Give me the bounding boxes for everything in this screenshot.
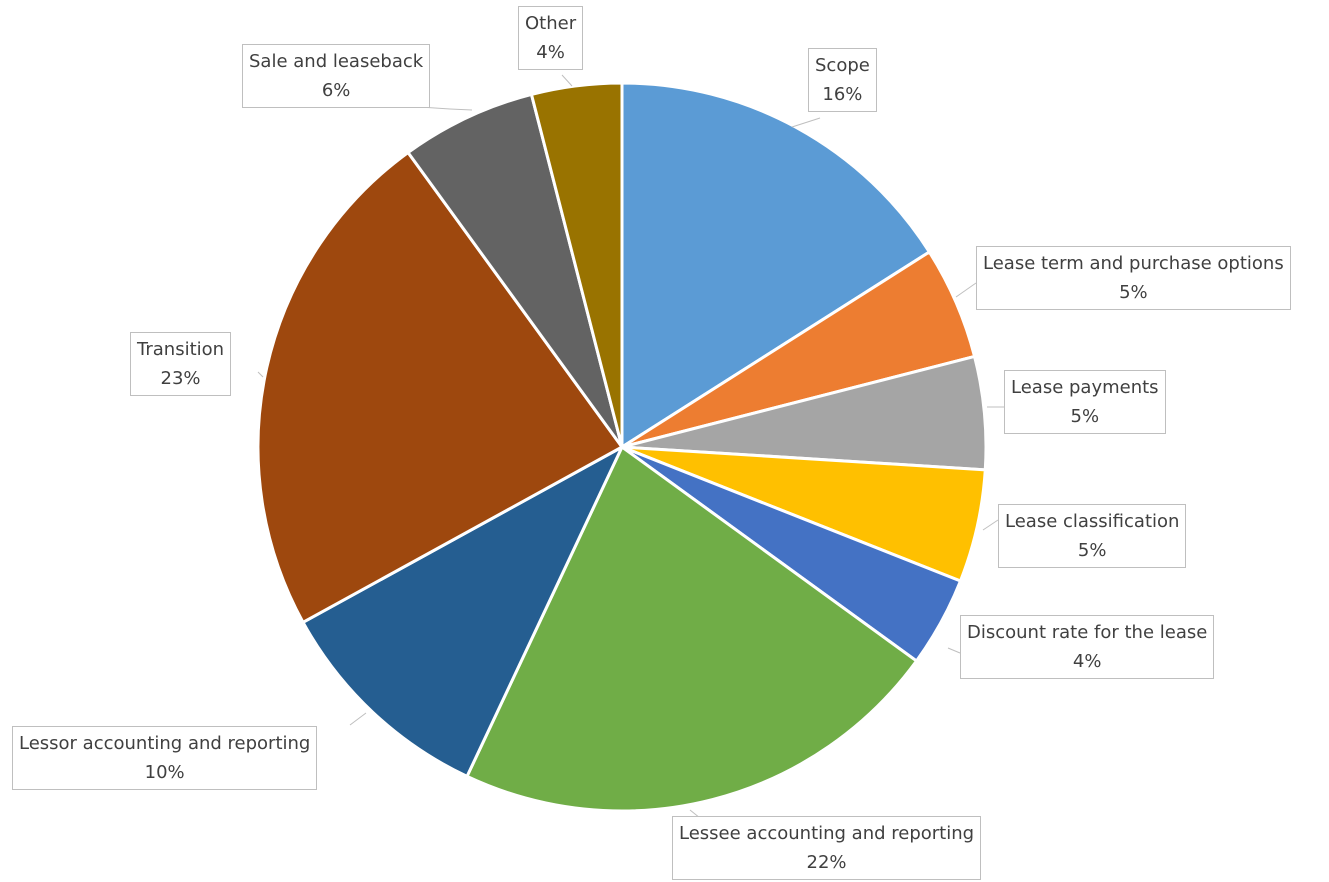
label-lease-term: Lease term and purchase options 5%	[976, 246, 1291, 310]
label-lease-payments-name: Lease payments	[1011, 377, 1159, 398]
label-transition: Transition 23%	[130, 332, 232, 396]
label-transition-value: 23%	[160, 368, 201, 389]
label-discount-rate-name: Discount rate for the lease	[967, 622, 1208, 643]
label-lessor-accounting-name: Lessor accounting and reporting	[19, 733, 311, 754]
pie-slice-transition	[256, 151, 624, 624]
leader-line	[349, 712, 367, 726]
pie-slice-sale-and-leaseback	[406, 92, 624, 449]
pie-slices	[256, 81, 988, 813]
label-transition-name: Transition	[137, 339, 225, 360]
label-lease-classification-value: 5%	[1077, 540, 1107, 561]
label-lessee-accounting-value: 22%	[806, 852, 847, 873]
label-scope-value: 16%	[822, 84, 863, 105]
leader-line	[791, 117, 821, 128]
leader-lines	[257, 74, 1004, 819]
label-other: Other 4%	[518, 6, 584, 70]
pie-slice-other	[529, 81, 624, 449]
label-sale-leaseback-value: 6%	[321, 80, 351, 101]
label-scope-name: Scope	[815, 55, 870, 76]
label-lease-classification-name: Lease classification	[1005, 511, 1180, 532]
leader-line	[561, 74, 573, 87]
label-lessor-accounting-value: 10%	[144, 762, 185, 783]
label-discount-rate: Discount rate for the lease 4%	[960, 615, 1215, 679]
label-sale-leaseback: Sale and leaseback 6%	[242, 44, 431, 108]
label-discount-rate-value: 4%	[1072, 651, 1102, 672]
label-other-name: Other	[525, 13, 577, 34]
label-lease-classification: Lease classification 5%	[998, 504, 1187, 568]
label-scope: Scope 16%	[808, 48, 877, 112]
label-lessor-accounting: Lessor accounting and reporting 10%	[12, 726, 318, 790]
label-lessee-accounting-name: Lessee accounting and reporting	[679, 823, 975, 844]
label-sale-leaseback-name: Sale and leaseback	[249, 51, 424, 72]
leader-line	[257, 371, 264, 378]
pie-slice-scope	[620, 81, 931, 449]
label-lease-payments: Lease payments 5%	[1004, 370, 1166, 434]
label-lessee-accounting: Lessee accounting and reporting 22%	[672, 816, 982, 880]
leader-line	[955, 282, 977, 298]
pie-slice-lessor-accounting-and-reporting	[301, 445, 624, 778]
leader-line	[982, 519, 999, 531]
label-other-value: 4%	[536, 42, 565, 63]
label-lease-term-name: Lease term and purchase options	[983, 253, 1284, 274]
leader-line	[947, 647, 961, 654]
label-lease-payments-value: 5%	[1070, 406, 1100, 427]
label-lease-term-value: 5%	[1119, 282, 1148, 303]
